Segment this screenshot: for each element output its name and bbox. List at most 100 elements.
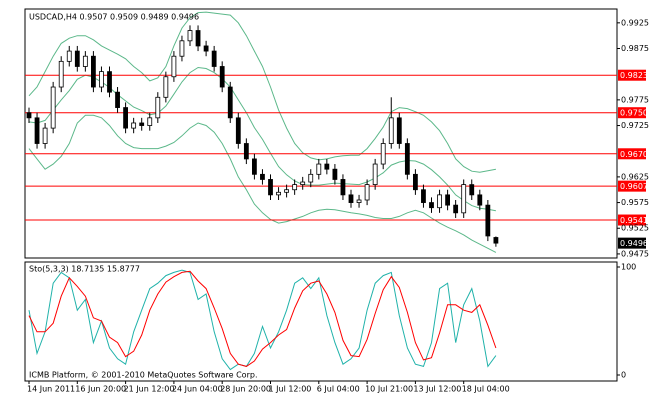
candle-body xyxy=(195,30,201,47)
level-label-box xyxy=(618,69,646,81)
level-label: 0.9607 xyxy=(620,182,648,191)
candle-body xyxy=(107,71,112,93)
candle-body xyxy=(219,66,225,88)
candle-body xyxy=(364,184,370,201)
candle-body xyxy=(34,117,40,144)
candle-body xyxy=(284,189,290,193)
x-tick-label: 28 Jun 20:00 xyxy=(220,385,271,394)
candle-body xyxy=(469,184,475,196)
chart-title: USDCAD,H4 0.9507 0.9509 0.9489 0.9496 xyxy=(29,13,199,22)
candle-body xyxy=(155,96,161,119)
candle-body xyxy=(211,50,217,67)
candle-body xyxy=(453,204,459,214)
candle-body xyxy=(179,40,185,57)
indicator-line xyxy=(28,270,497,367)
candle-body xyxy=(139,122,145,126)
candle-body xyxy=(42,127,48,144)
x-tick-label: 16 Jun 20:00 xyxy=(75,385,126,394)
candle-body xyxy=(251,158,257,175)
candle-body xyxy=(74,50,80,67)
candle-body xyxy=(268,179,273,196)
candle-body xyxy=(340,179,346,196)
candle-body xyxy=(276,191,281,196)
level-label: 0.9750 xyxy=(620,109,648,118)
y-tick-label: 0.9625 xyxy=(621,172,649,181)
candle-body xyxy=(437,194,442,209)
price-pane xyxy=(24,8,618,259)
price-label: 0.9496 xyxy=(620,239,648,248)
candle-body xyxy=(477,194,483,206)
y-tick-label: 0.9575 xyxy=(621,198,649,207)
candle-body xyxy=(292,184,298,191)
y-tick-label: 0.9475 xyxy=(621,249,649,258)
candle-body xyxy=(412,173,418,191)
candle-body xyxy=(235,117,241,144)
candle-body xyxy=(260,173,265,180)
level-label-box xyxy=(618,214,646,226)
candle-body xyxy=(131,122,137,129)
marks: 0.9823 0.9750 0.9670 0.9607 0.9541 0.9496 xyxy=(25,11,648,253)
candle-body xyxy=(445,194,451,206)
candle-body xyxy=(50,86,56,129)
level-label-box xyxy=(618,148,646,160)
candle-body xyxy=(171,55,177,78)
level-label: 0.9670 xyxy=(620,150,648,159)
candle-body xyxy=(372,163,378,185)
indicator-pane xyxy=(24,261,618,382)
x-tick-label: 10 Jul 21:00 xyxy=(365,385,413,394)
candle-body xyxy=(163,76,169,98)
candle-body xyxy=(203,45,209,52)
candle-body xyxy=(348,194,354,203)
candle-body xyxy=(380,143,386,165)
candle-body xyxy=(243,143,249,160)
y-tick-label: 0.9525 xyxy=(621,224,649,233)
indicator-title: Sto(5,3,3) 18.7135 15.8777 xyxy=(29,265,140,274)
x-tick-label: 1 Jul 12:00 xyxy=(269,385,312,394)
band-line xyxy=(28,114,497,253)
x-tick-label: 14 Jun 2011 xyxy=(27,385,75,394)
candle-body xyxy=(421,189,426,203)
candle-body xyxy=(82,55,88,67)
y-tick-label: 0.9725 xyxy=(621,121,649,130)
x-tick-label: 18 Jul 04:00 xyxy=(462,385,510,394)
x-tick-label: 21 Jun 12:00 xyxy=(124,385,175,394)
band-line xyxy=(28,66,496,212)
candle-body xyxy=(300,181,306,185)
y-tick-label: 100 xyxy=(621,263,636,272)
x-tick-label: 13 Jul 12:00 xyxy=(413,385,461,394)
candle-body xyxy=(324,163,330,170)
level-label: 0.9823 xyxy=(620,71,648,80)
candle-body xyxy=(58,60,64,88)
candle-body xyxy=(429,202,434,209)
candle-body xyxy=(123,107,128,129)
level-label-box xyxy=(618,180,646,192)
candle-body xyxy=(227,86,233,119)
candle-body xyxy=(91,55,96,88)
candle-body xyxy=(115,91,120,108)
candle-body xyxy=(187,30,193,42)
candle-body xyxy=(147,117,153,126)
x-tick-label: 6 Jul 04:00 xyxy=(317,385,360,394)
price-label-box xyxy=(618,237,646,249)
level-label: 0.9541 xyxy=(620,216,648,225)
candle-body xyxy=(356,199,362,203)
candle-body xyxy=(388,117,394,144)
candle-body xyxy=(26,112,32,119)
copyright: ICMB Platform, © 2001-2010 MetaQuotes So… xyxy=(29,371,258,380)
candle-body xyxy=(332,168,338,180)
candle-body xyxy=(485,204,491,237)
candle-body xyxy=(461,184,467,214)
y-tick-label: 0.9875 xyxy=(621,44,649,53)
y-tick-label: 0 xyxy=(621,371,626,380)
y-tick-label: 0.9925 xyxy=(621,18,649,27)
x-tick-label: 24 Jun 04:00 xyxy=(172,385,223,394)
candle-body xyxy=(493,237,499,244)
level-label-box xyxy=(618,107,646,119)
candle-body xyxy=(316,163,322,175)
candle-body xyxy=(308,173,314,183)
y-tick-label: 0.9775 xyxy=(621,95,649,104)
candle-body xyxy=(396,117,402,144)
candle-body xyxy=(404,143,410,175)
